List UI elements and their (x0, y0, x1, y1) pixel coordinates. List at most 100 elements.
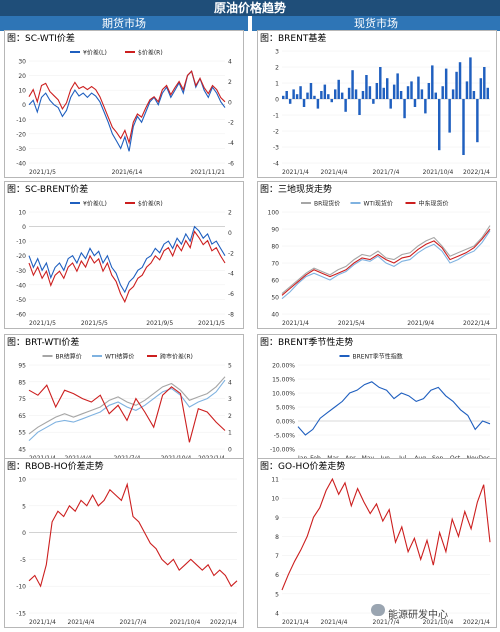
bar (282, 95, 285, 99)
bar (351, 70, 354, 99)
bar (486, 87, 489, 99)
bar (354, 89, 358, 99)
bar (469, 57, 472, 99)
chart-svg: 9585756555455432102021/1/42021/4/42021/7… (18, 353, 232, 463)
y2-tick-label: 2 (228, 79, 232, 86)
x-tick-label: 2021/4/4 (321, 169, 348, 176)
y-tick-label: 40 (271, 312, 279, 319)
bar (306, 92, 309, 99)
y2-tick-label: -2 (228, 120, 234, 127)
y-tick-label: 2 (275, 65, 279, 72)
y-tick-label: 10.00% (272, 391, 295, 398)
chart-title: 图：BRT-WTI价差 (7, 338, 80, 348)
bar (316, 99, 320, 109)
series-line (28, 230, 226, 304)
bar (337, 79, 340, 99)
series-line (281, 477, 491, 591)
y-tick-label: 80 (271, 244, 279, 251)
series-line (28, 225, 226, 294)
y-tick-label: 8 (275, 534, 279, 541)
bar (417, 76, 420, 99)
y-tick-label: -1 (273, 113, 279, 120)
x-tick-label: 2021/7/4 (120, 619, 147, 626)
chart-title: 图：SC-WTI价差 (7, 34, 75, 44)
series-line (28, 70, 226, 145)
x-tick-label: 2021/4/4 (68, 619, 95, 626)
y-tick-label: 20.00% (272, 363, 295, 370)
y-tick-label: 20 (18, 73, 26, 80)
bar (444, 68, 448, 99)
bar (455, 71, 458, 99)
bar (392, 84, 396, 99)
y2-tick-label: 0 (228, 447, 232, 454)
bar (320, 91, 323, 99)
bar (472, 91, 476, 99)
y-tick-label: 10 (271, 496, 279, 503)
y-tick-label: 45 (18, 447, 26, 454)
y2-tick-label: 1 (228, 430, 232, 437)
bar (465, 81, 469, 99)
x-tick-label: 2021/1/4 (282, 320, 309, 327)
y-tick-label: -2 (273, 129, 279, 136)
bar (476, 99, 479, 143)
bar (389, 99, 392, 109)
y2-tick-label: -4 (228, 140, 234, 147)
bar (358, 99, 361, 115)
bar (382, 87, 385, 99)
x-tick-label: 2021/1/5 (29, 169, 56, 176)
bar (413, 99, 417, 107)
y-tick-label: 10 (18, 210, 26, 217)
y2-tick-label: -4 (228, 271, 234, 278)
x-tick-label: 2021/9/4 (407, 320, 434, 327)
y-tick-label: 4 (275, 611, 279, 618)
bar (309, 83, 313, 99)
y2-tick-label: 2 (228, 413, 232, 420)
y-tick-label: -30 (16, 146, 26, 153)
y-tick-label: -3 (273, 145, 279, 152)
x-tick-label: 2021/10/4 (423, 619, 454, 626)
chart-panel-brent-season: 图：BRENT季节性走势 20.00% 15.00% 10.00% 5.00% 0.00… (257, 334, 497, 464)
y-tick-label: 5 (22, 503, 26, 510)
bar (340, 92, 344, 99)
chart-panel-brt-wti: 图：BRT-WTI价差 9585756555455432102021/1/420… (4, 334, 244, 464)
series-line (28, 376, 226, 435)
bar (292, 89, 295, 99)
x-tick-label: 2021/5/4 (338, 320, 365, 327)
y-tick-label: -40 (16, 282, 26, 289)
y-tick-label: 75 (18, 396, 26, 403)
y-tick-label: -20 (16, 131, 26, 138)
legend-label: BR结算价 (56, 353, 82, 361)
y2-tick-label: 4 (228, 379, 232, 386)
series-line (281, 230, 491, 300)
y-tick-label: -10.00% (270, 447, 295, 454)
y-tick-label: -10 (16, 117, 26, 124)
chart-title: 图：BRENT季节性走势 (260, 338, 354, 348)
chart-panel-three-spot: 图：三地现货走势 100 90 80 70 60 50 40 2021/1/4 2021/5/4… (257, 181, 497, 329)
bar (451, 89, 455, 99)
y2-tick-label: -2 (228, 250, 234, 257)
bar (420, 89, 424, 99)
x-tick-label: 2022/1/4 (463, 619, 490, 626)
chart-panel-go-ho: 图：GO-HO价差走势 11 10 9 8 7 6 5 4 2021/1/4 2021/4/4 20… (257, 458, 497, 628)
series-line (281, 228, 491, 296)
y-tick-label: -30 (16, 268, 26, 275)
futures-column-header: 期货市场 (0, 16, 248, 31)
y-tick-label: 50 (271, 295, 279, 302)
bar (431, 65, 434, 99)
x-tick-label: 2021/11/21 (190, 169, 225, 176)
bar (361, 91, 365, 99)
bar (372, 99, 375, 104)
bar (403, 99, 406, 119)
y-tick-label: 1 (275, 81, 279, 88)
y-tick-label: -60 (16, 312, 26, 319)
series-line (28, 482, 238, 588)
series-line (28, 384, 226, 443)
chart-title: 图：SC-BRENT价差 (7, 185, 89, 195)
y-tick-label: 15.00% (272, 377, 295, 384)
y-tick-label: 0 (22, 102, 26, 109)
x-tick-label: 2022/1/4 (463, 320, 490, 327)
y-tick-label: -40 (16, 161, 26, 168)
y-tick-label: 85 (18, 379, 26, 386)
